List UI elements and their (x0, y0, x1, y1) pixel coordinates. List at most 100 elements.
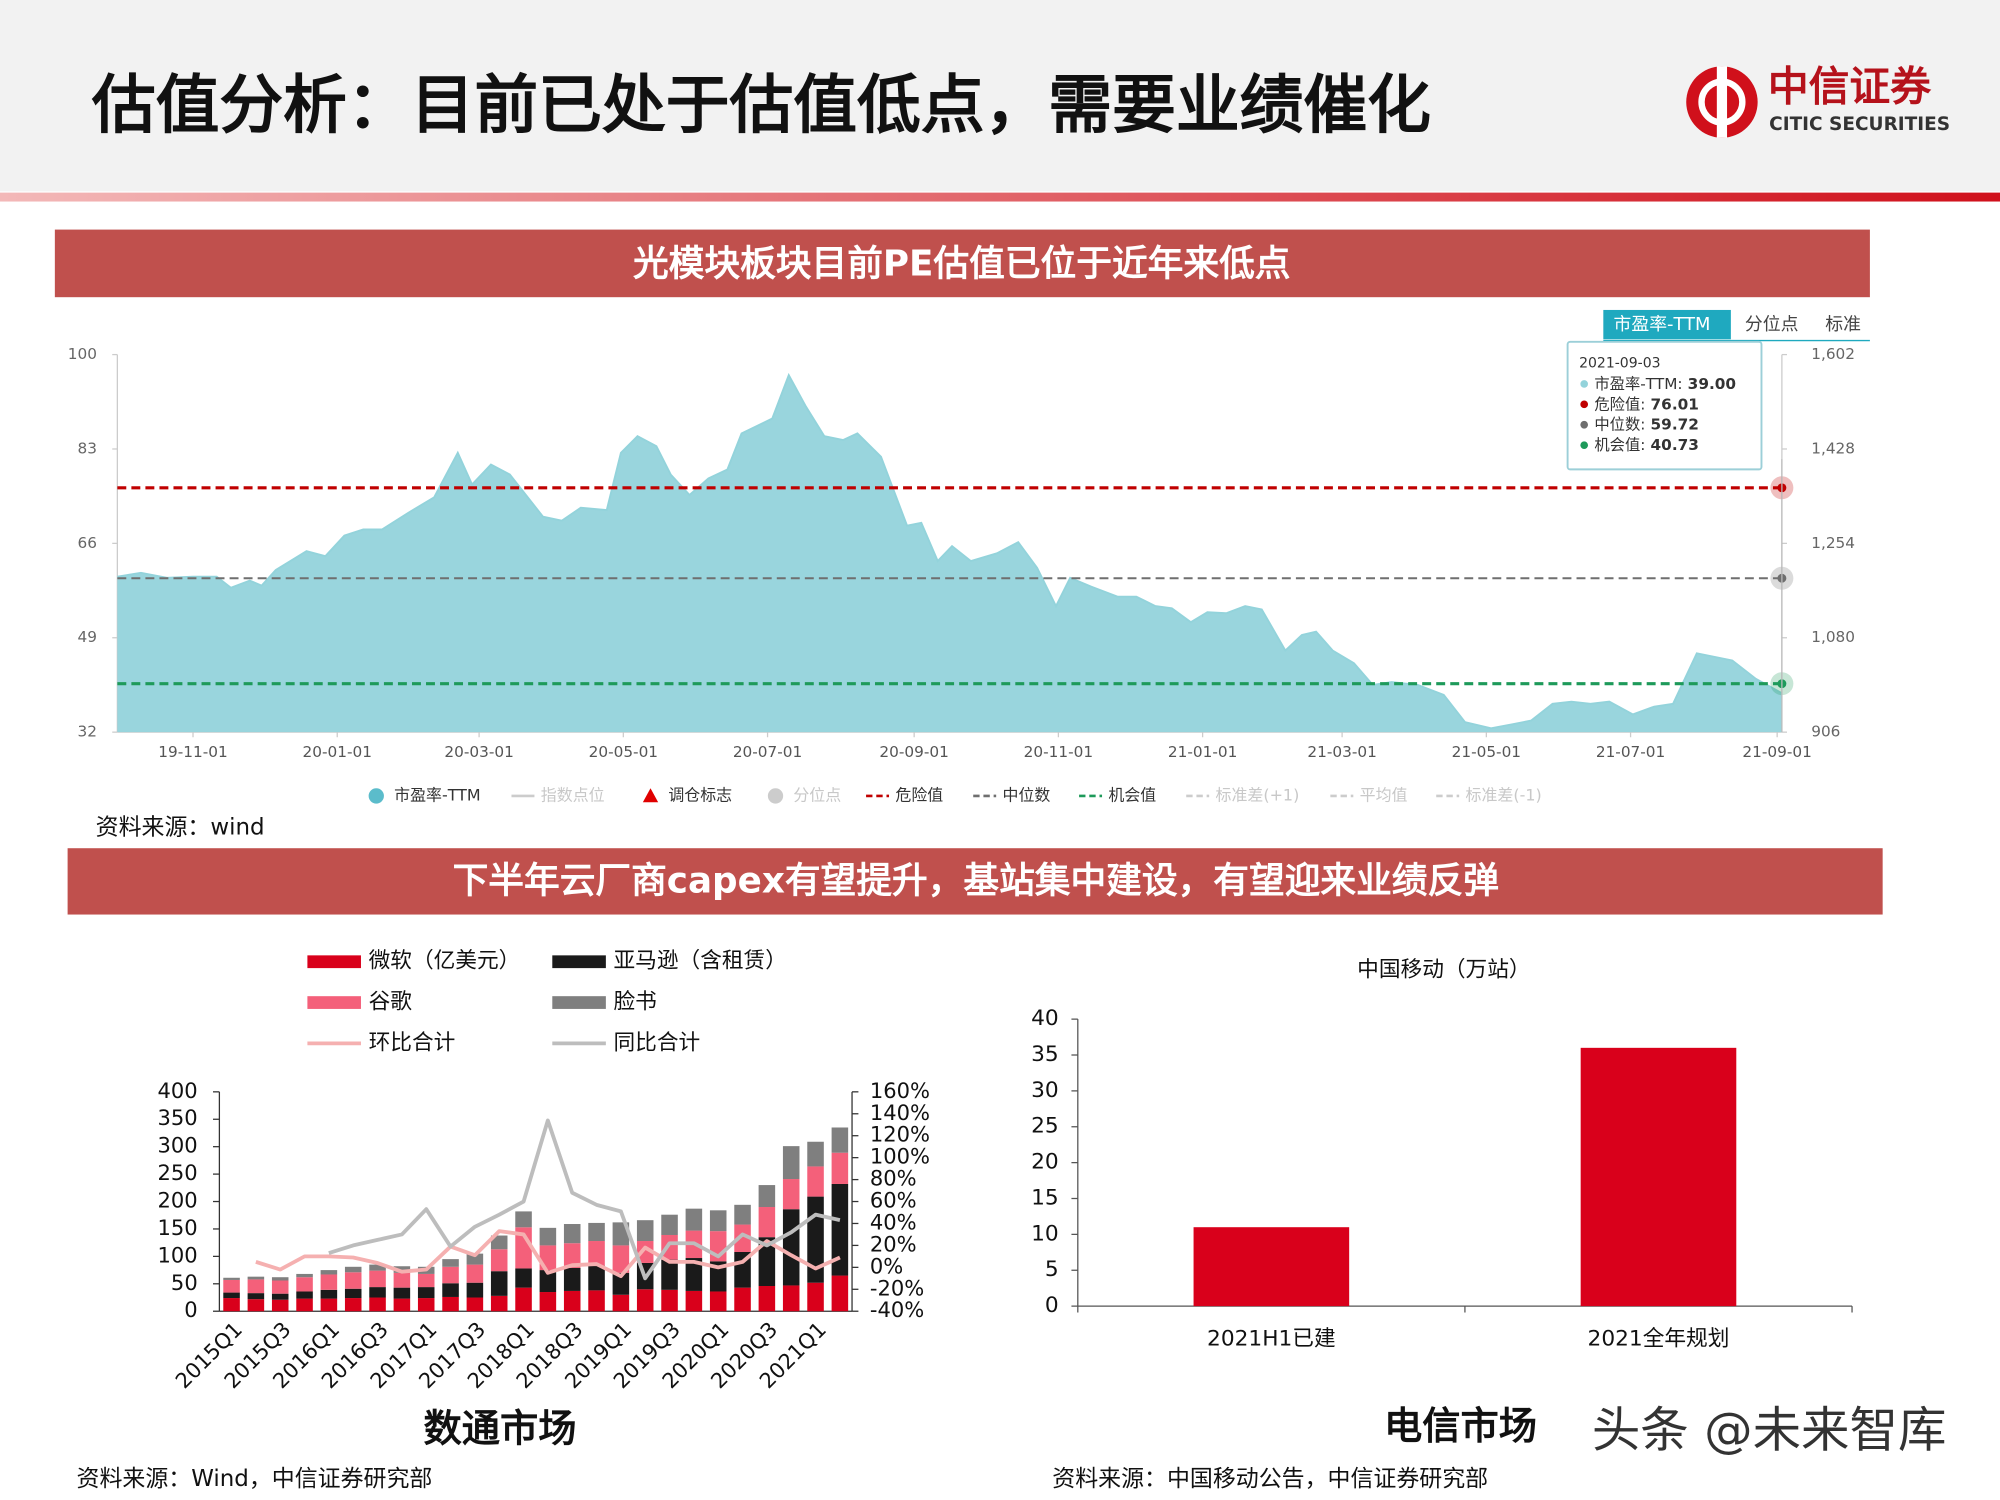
bar-segment (661, 1214, 678, 1235)
tab[interactable]: 市盈率-TTM (1614, 314, 1711, 335)
market-label: 电信市场 (1384, 1404, 1537, 1449)
bar-segment (466, 1282, 484, 1298)
y-tick-label: 100 (68, 345, 97, 363)
bar-segment (563, 1267, 581, 1291)
bar-segment (758, 1185, 776, 1208)
bar-segment (758, 1285, 776, 1312)
y2-tick-label: 80% (870, 1166, 917, 1191)
bar-segment (320, 1270, 338, 1275)
bar-segment (563, 1224, 581, 1244)
area-line (117, 372, 1783, 730)
bar-segment (271, 1280, 289, 1294)
bar-segment (247, 1293, 265, 1300)
bar-segment (612, 1245, 630, 1273)
y-tick-label: 40 (1031, 1006, 1059, 1031)
y-tick-label: 100 (158, 1242, 198, 1267)
tab[interactable]: 分位点 (1745, 314, 1799, 335)
legend-label[interactable]: 分位点 (793, 785, 841, 804)
bar-segment (588, 1290, 605, 1312)
y2-tick-label: 120% (870, 1122, 930, 1147)
bar-segment (490, 1295, 508, 1312)
tooltip-value: 76.01 (1651, 395, 1699, 413)
bar-segment (782, 1209, 800, 1286)
bar-segment (417, 1287, 435, 1299)
legend-symbol (307, 996, 361, 1009)
legend-symbol (552, 955, 606, 969)
y2-tick-label: 906 (1811, 723, 1840, 741)
tab[interactable]: 标准 (1825, 314, 1861, 335)
legend-symbol (368, 788, 384, 804)
bar-segment (563, 1243, 581, 1268)
legend-label: 亚马逊（含租赁） (614, 949, 787, 974)
bar-segment (636, 1289, 654, 1312)
bar-segment (344, 1266, 362, 1273)
y2-tick-label: 40% (870, 1209, 917, 1234)
bar-segment (490, 1235, 508, 1250)
market-label: 数通市场 (423, 1407, 576, 1452)
bar-segment (271, 1299, 289, 1312)
logo-cn: 中信证券 (1768, 62, 1932, 110)
bar-segment (296, 1291, 313, 1299)
bar-segment (515, 1211, 532, 1228)
bar-segment (296, 1277, 313, 1292)
tooltip-label: 危险值: (1594, 395, 1645, 413)
x-tick-label: 20-11-01 (1024, 743, 1093, 761)
legend-label[interactable]: 标准差(-1) (1466, 785, 1542, 804)
bar (1580, 1047, 1737, 1307)
bar-segment (393, 1298, 411, 1312)
y-tick-label: 83 (77, 439, 96, 457)
legend-label[interactable]: 机会值 (1108, 785, 1156, 804)
bar-segment (442, 1266, 459, 1284)
legend-label[interactable]: 标准差(+1) (1216, 785, 1300, 804)
y2-tick-label: 1,080 (1811, 628, 1855, 646)
bar-segment (247, 1276, 265, 1280)
bar-segment (588, 1222, 605, 1242)
y-tick-label: 30 (1031, 1078, 1059, 1103)
bar-segment (831, 1183, 849, 1276)
tooltip-date: 2021-09-03 (1579, 356, 1660, 372)
legend-label[interactable]: 市盈率-TTM (394, 785, 481, 804)
bar-segment (417, 1298, 435, 1312)
line-series (255, 1229, 841, 1279)
tooltip-dot (1580, 441, 1589, 449)
legend-label[interactable]: 调仓标志 (668, 785, 732, 804)
bar-segment (320, 1289, 338, 1299)
bar-segment (831, 1152, 849, 1184)
tooltip-item: 机会值: 40.73 (1594, 436, 1699, 454)
watermark: 头条 @未来智库 (1592, 1403, 1947, 1459)
bar-segment (344, 1288, 362, 1299)
y-tick-label: 400 (158, 1078, 198, 1103)
tooltip-dot (1580, 380, 1589, 388)
x-tick-label: 20-07-01 (733, 743, 802, 761)
legend-label[interactable]: 危险值 (895, 785, 943, 804)
x-tick-label: 21-05-01 (1452, 743, 1521, 761)
y-tick-label: 0 (184, 1297, 197, 1322)
y-tick-label: 32 (77, 723, 96, 741)
legend-label[interactable]: 指数点位 (541, 785, 605, 804)
banner (67, 848, 1883, 915)
bar-segment (734, 1204, 751, 1225)
tooltip-box (1566, 340, 1763, 471)
bar-segment (296, 1273, 313, 1278)
tab-active-bg (1603, 309, 1731, 340)
bar-segment (393, 1272, 411, 1288)
y2-tick-label: 100% (870, 1144, 930, 1169)
bar-segment (685, 1258, 703, 1291)
legend-label: 同比合计 (614, 1030, 701, 1055)
y2-tick-label: 1,602 (1811, 345, 1855, 363)
legend-label[interactable]: 中位数 (1003, 785, 1051, 804)
bar-segment (223, 1292, 240, 1299)
bar-segment (758, 1237, 776, 1286)
tooltip-value: 40.73 (1651, 436, 1699, 454)
bar-segment (369, 1297, 386, 1312)
bar-segment (709, 1291, 727, 1312)
bar-segment (515, 1268, 532, 1288)
legend-label[interactable]: 平均值 (1360, 785, 1408, 804)
legend-label: 脸书 (614, 990, 657, 1015)
bar-segment (734, 1224, 751, 1252)
legend-symbol (307, 955, 361, 969)
logo-mark-bar (1716, 66, 1728, 138)
legend-label: 谷歌 (369, 990, 413, 1015)
x-tick-label: 2021全年规划 (1588, 1326, 1730, 1351)
tooltip-label: 中位数: (1594, 415, 1645, 433)
